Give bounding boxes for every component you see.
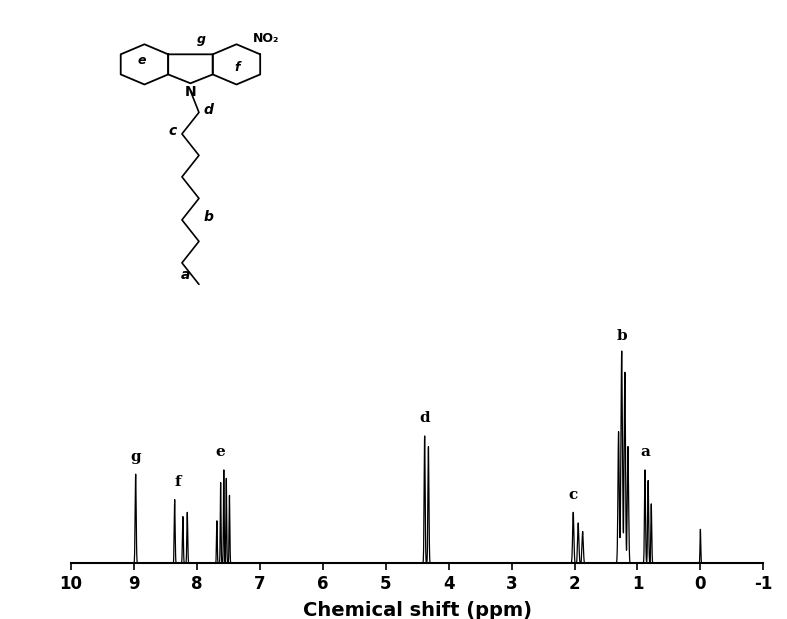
Text: a: a — [640, 445, 650, 459]
Text: c: c — [569, 488, 578, 502]
Text: b: b — [616, 329, 627, 342]
Text: e: e — [216, 445, 226, 459]
Text: d: d — [419, 412, 430, 425]
Text: NO₂: NO₂ — [253, 32, 279, 45]
Text: f: f — [175, 475, 181, 489]
Text: d: d — [204, 103, 213, 117]
Text: e: e — [138, 54, 146, 67]
Text: b: b — [204, 210, 213, 225]
Text: g: g — [196, 33, 205, 46]
X-axis label: Chemical shift (ppm): Chemical shift (ppm) — [303, 602, 531, 619]
Text: c: c — [169, 124, 177, 138]
Text: a: a — [181, 267, 190, 282]
Text: g: g — [131, 449, 141, 464]
Text: N: N — [185, 85, 196, 100]
Text: f: f — [235, 61, 240, 74]
